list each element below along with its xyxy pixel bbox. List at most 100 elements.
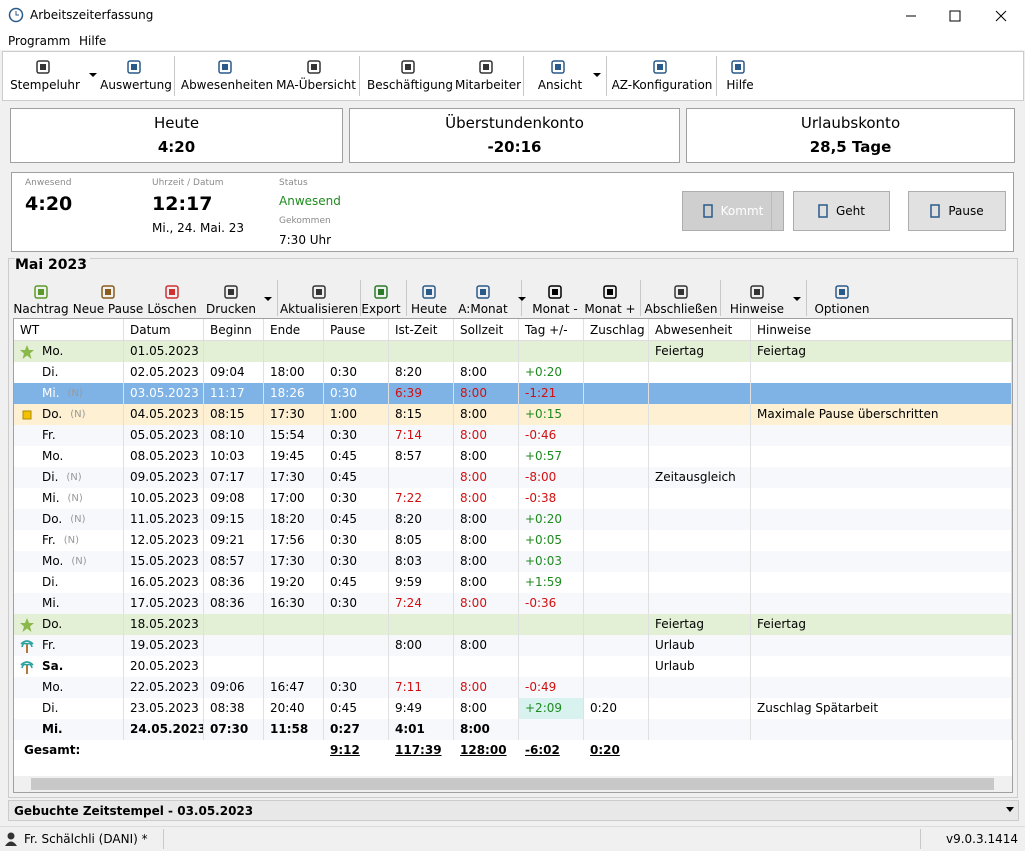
table-cell: 10.05.2023	[124, 488, 204, 509]
action-button[interactable]: Geht	[793, 191, 890, 231]
table-row[interactable]: Fr.19.05.20238:008:00Urlaub	[14, 635, 1012, 656]
table-cell	[454, 341, 519, 362]
separator	[640, 280, 641, 316]
summary-label: Urlaubskonto	[687, 114, 1014, 132]
table-row[interactable]: Do.(N)04.05.202308:1517:301:008:158:00+0…	[14, 404, 1012, 425]
table-cell: 8:00	[454, 404, 519, 425]
window-controls[interactable]	[900, 8, 1015, 24]
table-cell: 18:20	[264, 509, 324, 530]
table-cell: Zuschlag	[584, 319, 649, 341]
table-cell: Maximale Pause überschritten	[751, 404, 1012, 425]
stamps-bar[interactable]: Gebuchte Zeitstempel - 03.05.2023	[8, 800, 1019, 821]
separator	[716, 56, 717, 96]
table-cell: 8:00	[454, 698, 519, 719]
table-cell	[519, 635, 584, 656]
table-cell: Zeitausgleich	[649, 467, 751, 488]
table-cell: WT	[14, 319, 124, 341]
table-cell: Fr.	[14, 425, 124, 446]
table-row[interactable]: Mi.(N)03.05.202311:1718:260:306:398:00-1…	[14, 383, 1012, 404]
table-row[interactable]: Do.(N)11.05.202309:1518:200:458:208:00+0…	[14, 509, 1012, 530]
table-row[interactable]: Di.16.05.202308:3619:200:459:598:00+1:59	[14, 572, 1012, 593]
table-cell	[584, 614, 649, 635]
table-cell	[751, 467, 1012, 488]
table-cell: 02.05.2023	[124, 362, 204, 383]
table-cell: 20.05.2023	[124, 656, 204, 677]
flag: (N)	[66, 467, 81, 488]
table-row[interactable]: Mo.(N)15.05.202308:5717:300:308:038:00+0…	[14, 551, 1012, 572]
dropdown-arrow	[518, 297, 526, 301]
table-cell: 23.05.2023	[124, 698, 204, 719]
table-row[interactable]: Mi.17.05.202308:3616:300:307:248:00-0:36	[14, 593, 1012, 614]
table-cell: 08:57	[204, 551, 264, 572]
table-row[interactable]: Di.23.05.202308:3820:400:459:498:00+2:09…	[14, 698, 1012, 719]
dropdown-arrow	[89, 73, 97, 77]
weekday: Mi.	[42, 383, 60, 404]
toolbar-button[interactable]: Hilfe	[680, 78, 800, 92]
action-button[interactable]: Pause	[908, 191, 1006, 231]
weekday: Mi.	[42, 488, 60, 509]
toolbar-button[interactable]: Optionen	[797, 302, 887, 316]
table-cell	[204, 341, 264, 362]
table-cell: Mo.	[14, 341, 124, 362]
table-cell: 8:00	[454, 530, 519, 551]
table-cell: 16.05.2023	[124, 572, 204, 593]
table-cell: 11:58	[264, 719, 324, 740]
weekday: Fr.	[42, 530, 56, 551]
table-cell: 08:15	[204, 404, 264, 425]
weekday: Di.	[42, 698, 58, 719]
table-cell: +1:59	[519, 572, 584, 593]
table-cell: Feiertag	[649, 341, 751, 362]
table-cell	[751, 719, 1012, 740]
menu-item[interactable]: Programm	[8, 34, 70, 48]
table-cell	[584, 383, 649, 404]
table-cell: 03.05.2023	[124, 383, 204, 404]
flag: (N)	[64, 530, 79, 551]
table-row[interactable]: Di.02.05.202309:0418:000:308:208:00+0:20	[14, 362, 1012, 383]
table-row[interactable]: Mi.24.05.202307:3011:580:274:018:00	[14, 719, 1012, 740]
label: Anwesend	[25, 178, 71, 188]
weekday: Mo.	[42, 677, 63, 698]
status-bar: Fr. Schälchli (DANI) *v9.0.3.1414	[0, 826, 1025, 851]
flag: (N)	[71, 551, 86, 572]
table-row[interactable]: Fr.05.05.202308:1015:540:307:148:00-0:46	[14, 425, 1012, 446]
weekday: Sa.	[42, 656, 63, 677]
table-row[interactable]: Mo.08.05.202310:0319:450:458:578:00+0:57	[14, 446, 1012, 467]
scroll-thumb[interactable]	[31, 778, 994, 790]
table-cell	[324, 341, 389, 362]
table-row[interactable]: Di.(N)09.05.202307:1717:300:458:00-8:00Z…	[14, 467, 1012, 488]
table-cell: Ist-Zeit	[389, 319, 454, 341]
table-cell: 8:00	[454, 677, 519, 698]
table-cell: 0:30	[324, 593, 389, 614]
table-cell	[264, 635, 324, 656]
table-cell: Zuschlag Spätarbeit	[751, 698, 1012, 719]
table-cell: 7:22	[389, 488, 454, 509]
table-row[interactable]: Mi.(N)10.05.202309:0817:000:307:228:00-0…	[14, 488, 1012, 509]
toolbar-icon	[126, 59, 142, 75]
toolbar-icon	[223, 284, 239, 300]
toolbar-icon	[35, 59, 51, 75]
table-cell	[584, 572, 649, 593]
table-cell	[519, 719, 584, 740]
table-cell	[584, 425, 649, 446]
table-cell: 15.05.2023	[124, 551, 204, 572]
table-row[interactable]: Do.18.05.2023FeiertagFeiertag	[14, 614, 1012, 635]
table-row[interactable]: Fr.(N)12.05.202309:2117:560:308:058:00+0…	[14, 530, 1012, 551]
separator	[920, 829, 921, 849]
menu-item[interactable]: Hilfe	[79, 34, 106, 48]
table-row[interactable]: Mo.01.05.2023FeiertagFeiertag	[14, 341, 1012, 362]
table-cell	[751, 656, 1012, 677]
table-row[interactable]: Sa.20.05.2023Urlaub	[14, 656, 1012, 677]
table-row[interactable]: Mo.22.05.202309:0616:470:307:118:00-0:49	[14, 677, 1012, 698]
table-cell	[584, 488, 649, 509]
weekday: Mo.	[42, 446, 63, 467]
table-cell: 12.05.2023	[124, 530, 204, 551]
table-cell: 18:26	[264, 383, 324, 404]
table-cell: Di.(N)	[14, 467, 124, 488]
table-cell: 0:30	[324, 362, 389, 383]
toolbar-button[interactable]: Drucken	[186, 302, 276, 316]
toolbar-button[interactable]: Hinweise	[712, 302, 802, 316]
dropdown-arrow	[1006, 807, 1014, 812]
table-cell: 17.05.2023	[124, 593, 204, 614]
table-cell	[649, 719, 751, 740]
table-cell: 09:21	[204, 530, 264, 551]
